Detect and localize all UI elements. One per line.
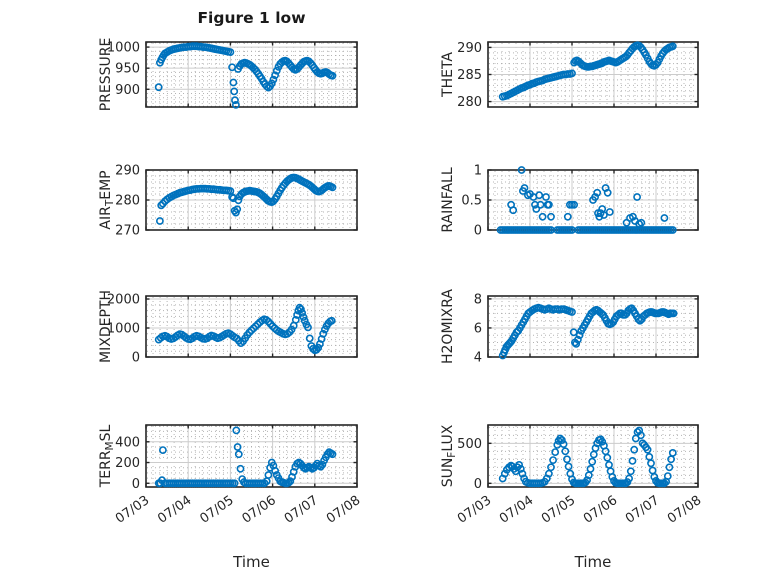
y-axis-label-rainfall: RAINFALL <box>440 167 456 232</box>
data-points <box>498 303 678 360</box>
tick-marks <box>145 169 358 231</box>
tick-marks <box>487 296 699 358</box>
y-tick-label: 4 <box>474 351 482 366</box>
x-tick-label: 07/04 <box>155 493 194 527</box>
data-points <box>154 42 337 109</box>
x-tick-label: 07/03 <box>455 493 494 527</box>
data-points <box>154 426 337 488</box>
y-tick-label: 280 <box>115 194 140 209</box>
y-tick-label: 2000 <box>107 293 140 308</box>
data-points <box>498 41 677 101</box>
x-tick-label: 07/07 <box>623 493 662 527</box>
tick-marks <box>145 296 358 358</box>
y-tick-label: 0 <box>132 477 140 492</box>
minor-grid <box>489 43 697 106</box>
y-tick-label: 0 <box>474 477 482 492</box>
x-tick-label: 07/06 <box>240 493 279 527</box>
data-points <box>496 166 677 234</box>
y-tick-label: 290 <box>115 164 140 179</box>
y-tick-label: 1000 <box>107 41 140 56</box>
y-tick-label: 1000 <box>107 322 140 337</box>
y-tick-label: 950 <box>115 62 140 77</box>
data-points <box>155 173 337 225</box>
figure-title: Figure 1 low <box>197 9 306 27</box>
subplot-h2omixra: 4 6 8 H2OMIXRA <box>440 289 699 366</box>
x-tick-label: 07/08 <box>665 493 704 527</box>
axes-border <box>487 424 699 488</box>
y-tick-label: 0 <box>474 224 482 239</box>
y-tick-label: 0 <box>132 351 140 366</box>
x-tick-label: 07/06 <box>581 493 620 527</box>
data-points <box>154 303 336 355</box>
minor-grid <box>147 425 356 486</box>
data-points <box>498 426 677 488</box>
subplot-rainfall: 0 0.5 1 RAINFALL <box>440 164 699 239</box>
y-axis-label-terr_msl: TERRMSL <box>98 424 116 488</box>
y-axis-label-air_temp: AIRTEMP <box>98 170 116 229</box>
y-tick-label: 290 <box>457 41 482 56</box>
x-tick-label: 07/03 <box>113 493 152 527</box>
y-axis-label-sun_flux: SUNFLUX <box>440 424 458 487</box>
y-tick-label: 200 <box>115 456 140 471</box>
x-tick-label: 07/08 <box>324 493 363 527</box>
tick-marks <box>487 42 699 107</box>
y-tick-label: 400 <box>115 435 140 450</box>
y-axis-label-pressure: PRESSURE <box>98 38 114 112</box>
minor-grid <box>489 426 697 486</box>
xlabel-time-left: Time <box>233 553 270 571</box>
y-axis-label-h2omixra: H2OMIXRA <box>440 289 456 364</box>
x-tick-label: 07/04 <box>497 493 536 527</box>
y-tick-label: 900 <box>115 83 140 98</box>
y-tick-label: 270 <box>115 224 140 239</box>
axes-border <box>145 295 358 358</box>
y-axis-label-theta: THETA <box>440 52 456 98</box>
x-tick-label: 07/05 <box>197 493 236 527</box>
x-tick-label: 07/07 <box>282 493 321 527</box>
y-tick-label: 280 <box>457 95 482 110</box>
xlabel-time-right: Time <box>574 553 612 571</box>
minor-grid <box>489 171 697 229</box>
y-tick-label: 0.5 <box>461 194 482 209</box>
y-tick-label: 8 <box>474 292 482 307</box>
y-tick-label: 1 <box>474 164 482 179</box>
minor-grid <box>489 297 697 356</box>
major-grid <box>488 42 698 107</box>
y-axis-label-mixdepth: MIXDEPTH <box>98 290 114 363</box>
y-tick-label: 285 <box>457 68 482 83</box>
axes-border <box>145 41 358 108</box>
y-tick-label: 6 <box>474 322 482 337</box>
y-tick-label: 500 <box>457 437 482 452</box>
x-tick-label: 07/05 <box>539 493 578 527</box>
axes-border <box>487 295 699 358</box>
